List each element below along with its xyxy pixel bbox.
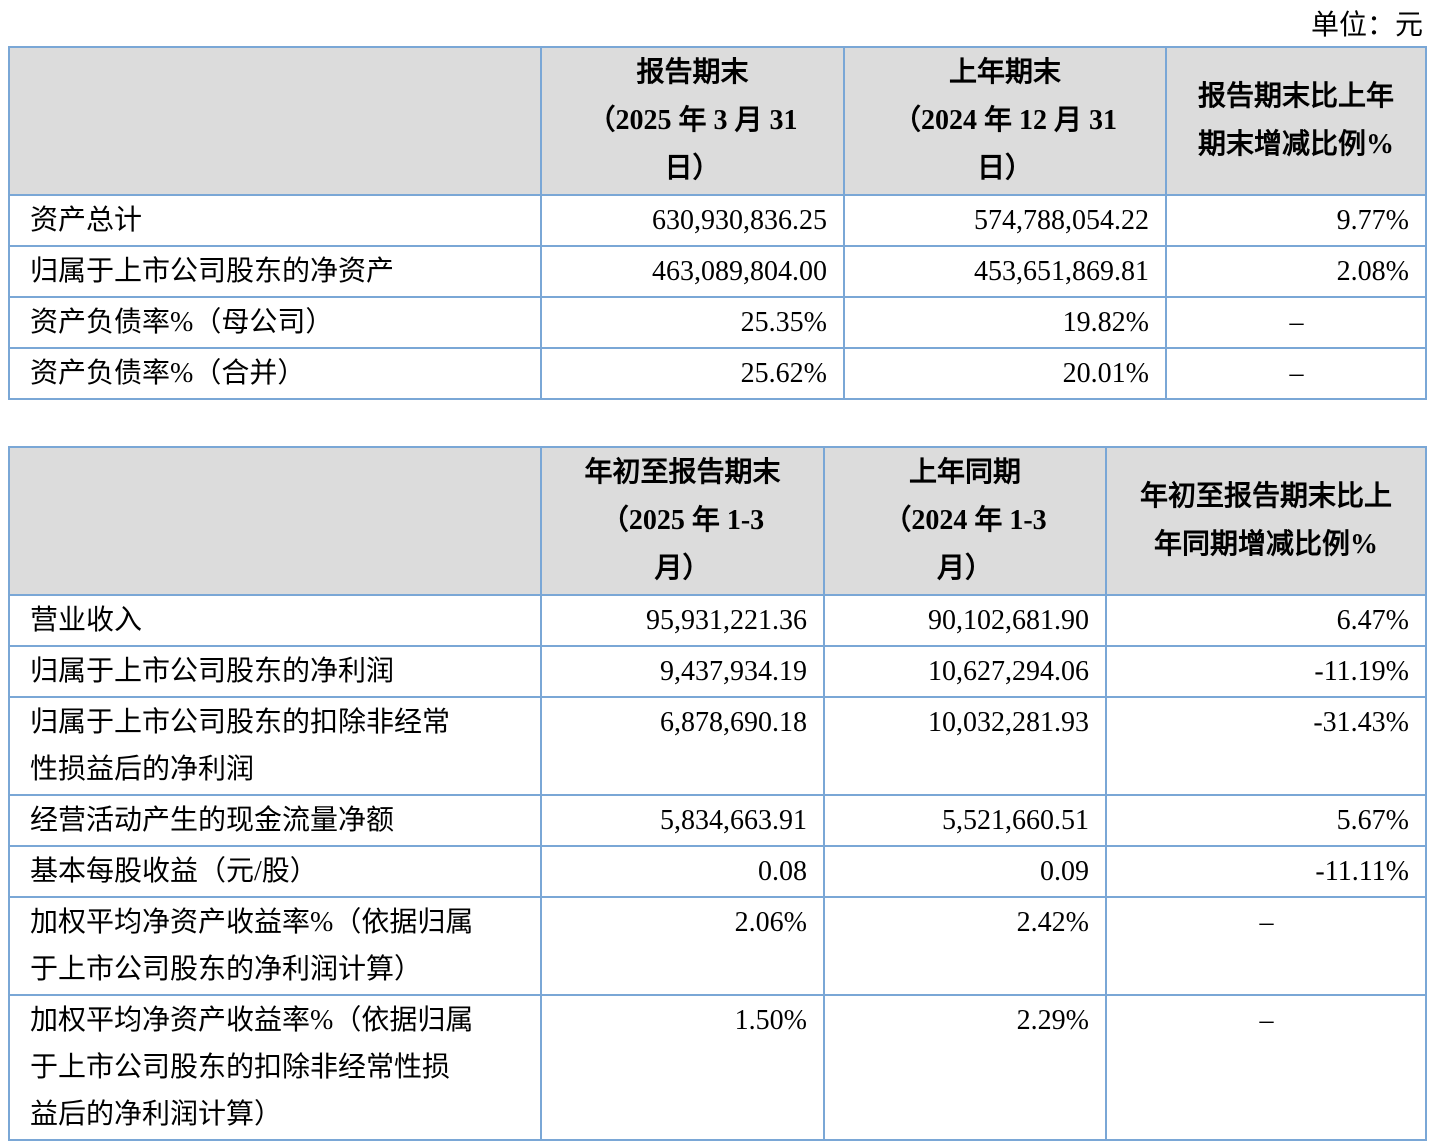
value-current: 6,878,690.18 <box>540 696 825 796</box>
value-change: – <box>1165 296 1427 349</box>
table-row: 归属于上市公司股东的净利润 9,437,934.19 10,627,294.06… <box>8 645 1427 698</box>
value-prior: 0.09 <box>823 845 1107 898</box>
row-label: 经营活动产生的现金流量净额 <box>8 794 542 847</box>
table1-header-prior-year-end: 上年期末 （2024 年 12 月 31 日） <box>843 46 1167 196</box>
row-label: 归属于上市公司股东的净资产 <box>8 245 542 298</box>
value-change: 9.77% <box>1165 194 1427 247</box>
value-current: 1.50% <box>540 994 825 1141</box>
table2-header-ytd-period: 年初至报告期末 （2025 年 1-3 月） <box>540 446 825 596</box>
value-current: 25.62% <box>540 347 845 400</box>
table-row: 归属于上市公司股东的扣除非经常 性损益后的净利润 6,878,690.18 10… <box>8 696 1427 796</box>
value-prior: 90,102,681.90 <box>823 594 1107 647</box>
value-change: – <box>1105 994 1427 1141</box>
table2-header-row: 年初至报告期末 （2025 年 1-3 月） 上年同期 （2024 年 1-3 … <box>8 446 1427 596</box>
value-current: 630,930,836.25 <box>540 194 845 247</box>
value-prior: 2.29% <box>823 994 1107 1141</box>
row-label: 资产负债率%（母公司） <box>8 296 542 349</box>
unit-label: 单位：元 <box>1310 10 1423 41</box>
row-label: 资产总计 <box>8 194 542 247</box>
value-change: -11.19% <box>1105 645 1427 698</box>
table-row: 加权平均净资产收益率%（依据归属 于上市公司股东的扣除非经常性损 益后的净利润计… <box>8 994 1427 1141</box>
value-change: – <box>1165 347 1427 400</box>
table1-header-row: 报告期末 （2025 年 3 月 31 日） 上年期末 （2024 年 12 月… <box>8 46 1427 196</box>
table2-header-blank <box>8 446 542 596</box>
row-label: 基本每股收益（元/股） <box>8 845 542 898</box>
value-prior: 453,651,869.81 <box>843 245 1167 298</box>
value-change: 2.08% <box>1165 245 1427 298</box>
table1-header-report-period-end: 报告期末 （2025 年 3 月 31 日） <box>540 46 845 196</box>
value-change: – <box>1105 896 1427 996</box>
value-change: 5.67% <box>1105 794 1427 847</box>
value-prior: 19.82% <box>843 296 1167 349</box>
table-row: 资产总计 630,930,836.25 574,788,054.22 9.77% <box>8 194 1427 247</box>
table1-header-blank <box>8 46 542 196</box>
table-row: 归属于上市公司股东的净资产 463,089,804.00 453,651,869… <box>8 245 1427 298</box>
table1-header-change-ratio: 报告期末比上年 期末增减比例% <box>1165 46 1427 196</box>
value-current: 9,437,934.19 <box>540 645 825 698</box>
value-prior: 20.01% <box>843 347 1167 400</box>
row-label: 资产负债率%（合并） <box>8 347 542 400</box>
value-prior: 5,521,660.51 <box>823 794 1107 847</box>
value-change: 6.47% <box>1105 594 1427 647</box>
row-label: 归属于上市公司股东的净利润 <box>8 645 542 698</box>
value-current: 463,089,804.00 <box>540 245 845 298</box>
table-row: 基本每股收益（元/股） 0.08 0.09 -11.11% <box>8 845 1427 898</box>
table-row: 经营活动产生的现金流量净额 5,834,663.91 5,521,660.51 … <box>8 794 1427 847</box>
row-label: 加权平均净资产收益率%（依据归属 于上市公司股东的净利润计算） <box>8 896 542 996</box>
table-row: 资产负债率%（合并） 25.62% 20.01% – <box>8 347 1427 400</box>
value-current: 25.35% <box>540 296 845 349</box>
value-change: -11.11% <box>1105 845 1427 898</box>
row-label: 归属于上市公司股东的扣除非经常 性损益后的净利润 <box>8 696 542 796</box>
value-current: 95,931,221.36 <box>540 594 825 647</box>
row-label: 加权平均净资产收益率%（依据归属 于上市公司股东的扣除非经常性损 益后的净利润计… <box>8 994 542 1141</box>
value-current: 0.08 <box>540 845 825 898</box>
table-row: 营业收入 95,931,221.36 90,102,681.90 6.47% <box>8 594 1427 647</box>
value-prior: 10,627,294.06 <box>823 645 1107 698</box>
value-current: 2.06% <box>540 896 825 996</box>
value-prior: 10,032,281.93 <box>823 696 1107 796</box>
value-current: 5,834,663.91 <box>540 794 825 847</box>
value-prior: 2.42% <box>823 896 1107 996</box>
value-change: -31.43% <box>1105 696 1427 796</box>
table2-header-change-ratio: 年初至报告期末比上 年同期增减比例% <box>1105 446 1427 596</box>
year-to-date-summary-table: 年初至报告期末 （2025 年 1-3 月） 上年同期 （2024 年 1-3 … <box>8 446 1427 1141</box>
table-row: 资产负债率%（母公司） 25.35% 19.82% – <box>8 296 1427 349</box>
period-end-summary-table: 报告期末 （2025 年 3 月 31 日） 上年期末 （2024 年 12 月… <box>8 46 1427 400</box>
value-prior: 574,788,054.22 <box>843 194 1167 247</box>
table2-header-prior-same-period: 上年同期 （2024 年 1-3 月） <box>823 446 1107 596</box>
table-row: 加权平均净资产收益率%（依据归属 于上市公司股东的净利润计算） 2.06% 2.… <box>8 896 1427 996</box>
row-label: 营业收入 <box>8 594 542 647</box>
